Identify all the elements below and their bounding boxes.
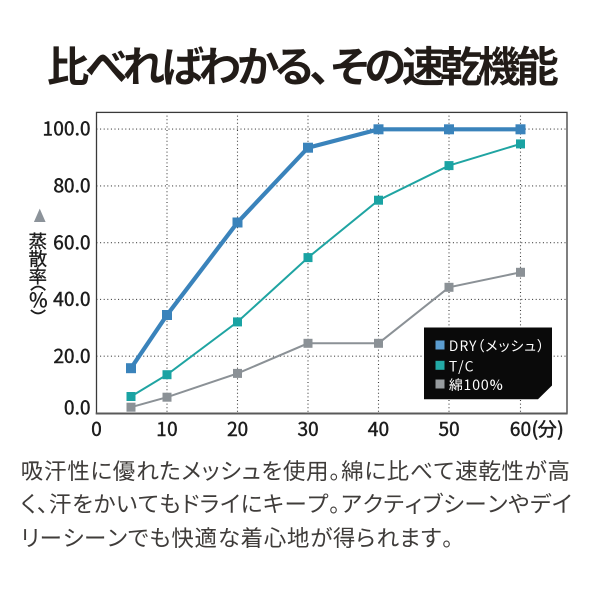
svg-text:40.0: 40.0 [53, 284, 90, 312]
svg-text:0: 0 [91, 414, 102, 442]
svg-text:(分): (分) [531, 414, 563, 442]
svg-text:蒸: 蒸 [28, 228, 47, 254]
svg-text:30: 30 [297, 414, 318, 442]
svg-text:0.0: 0.0 [64, 393, 91, 421]
svg-text:50: 50 [438, 414, 459, 442]
svg-text:%: % [29, 284, 47, 313]
svg-text:60.0: 60.0 [53, 227, 90, 255]
svg-text:20.0: 20.0 [53, 341, 90, 369]
svg-text:60: 60 [510, 414, 531, 442]
svg-text:DRY（メッシュ）: DRY（メッシュ） [449, 336, 545, 356]
svg-text:20: 20 [227, 414, 248, 442]
svg-text:10: 10 [156, 414, 177, 442]
svg-text:100.0: 100.0 [43, 114, 91, 142]
svg-text:40: 40 [368, 414, 389, 442]
svg-text:綿100%: 綿100% [449, 375, 504, 395]
svg-text:散: 散 [28, 246, 47, 272]
svg-text:T/C: T/C [449, 356, 475, 376]
svg-text:80.0: 80.0 [53, 171, 90, 199]
svg-text:率: 率 [28, 263, 47, 289]
